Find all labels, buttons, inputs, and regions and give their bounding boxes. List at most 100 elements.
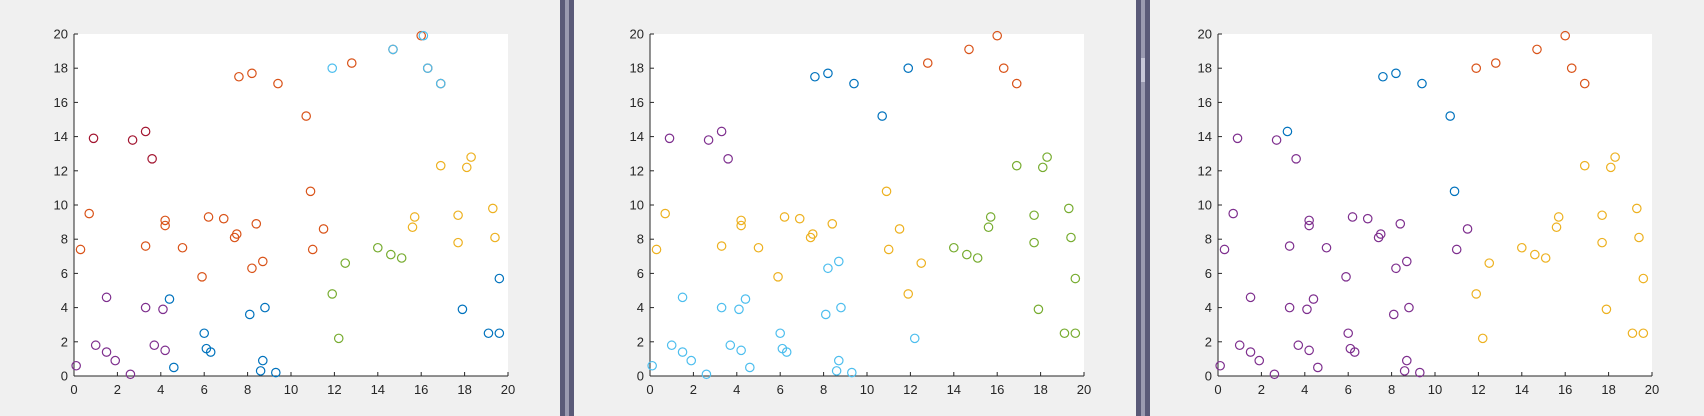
x-tick-label: 8 [1388,382,1395,397]
data-point [948,242,959,253]
data-point [1579,160,1590,171]
x-tick-label: 0 [646,382,653,397]
data-point [247,68,257,79]
series-orange [922,30,1022,89]
data-point [257,355,268,366]
data-point [247,263,257,274]
data-point [909,333,920,344]
data-point [257,256,268,267]
data-point [140,241,151,251]
y-tick-label: 8 [1205,232,1212,247]
data-point [775,328,785,339]
y-tick-label: 8 [637,232,644,247]
scatter-chart-3: 0 2 4 6 8 10 12 14 16 18 20 0 2 4 6 8 10 12 14 16 18 20 [1198,27,1660,398]
y-tick-label: 20 [54,27,68,42]
y-tick-label: 2 [61,334,68,349]
x-tick-label: 10 [860,382,874,397]
x-tick-label: 10 [284,382,298,397]
data-point [388,44,398,55]
data-point [1516,242,1527,253]
data-point [435,160,446,171]
data-point [234,71,244,82]
data-point [779,212,790,222]
figure-panel-2: 0 2 4 6 8 10 12 14 16 18 20 0 2 4 6 8 10 12 14 16 18 20 [574,0,1136,416]
plot-area [74,34,508,376]
data-point [318,224,329,234]
data-point [903,289,914,299]
data-point [435,78,446,89]
series-yellow [651,186,927,299]
x-tick-label: 16 [990,382,1004,397]
data-point [1532,44,1542,55]
y-tick-label: 6 [637,266,644,281]
x-tick-label: 2 [690,382,697,397]
y-tick-label: 16 [630,95,644,110]
data-point [1462,224,1473,234]
data-point [75,244,86,255]
data-point [723,154,733,164]
data-point [1304,215,1314,226]
data-point [1321,242,1332,253]
data-point [810,71,820,82]
data-point [734,304,744,315]
data-point [1484,258,1495,268]
panel-splitter-2[interactable] [1136,0,1150,416]
data-point [1610,152,1620,162]
x-tick-label: 6 [777,382,784,397]
data-point [992,30,1002,41]
data-point [453,210,463,221]
splitter-grip [565,0,569,416]
data-point [716,241,727,251]
data-point [301,111,311,121]
data-point [160,345,170,356]
y-tick-label: 2 [1205,334,1212,349]
data-point [736,345,746,356]
data-point [781,347,792,357]
data-point [1070,273,1081,284]
data-point [1302,304,1312,315]
data-point [101,347,112,357]
x-tick-label: 0 [70,382,77,397]
figure-panel-1: 0 2 4 6 8 10 12 14 16 18 20 0 2 4 6 8 10 12 14 16 18 20 [0,0,560,416]
x-tick-label: 0 [1214,382,1221,397]
data-point [1388,309,1399,320]
data-point [453,237,463,248]
data-point [740,294,751,304]
data-point [199,328,209,339]
data-point [962,249,972,260]
x-tick-label: 6 [201,382,208,397]
series-yellow [1471,152,1649,344]
data-point [985,212,996,222]
data-point [1415,367,1425,378]
data-point [1566,63,1577,73]
data-point [1551,222,1562,233]
data-point [418,30,429,41]
panel-splitter-1[interactable] [560,0,574,416]
data-point [251,219,262,229]
y-tick-label: 4 [1205,300,1212,315]
series-yellow [407,152,500,248]
data-point [677,347,688,357]
data-point [1399,366,1410,376]
series-purple [71,292,170,380]
data-point [1308,294,1319,304]
y-tick-label: 8 [61,232,68,247]
data-point [84,208,94,219]
data-point [922,58,933,68]
data-point [1601,304,1612,315]
data-point [836,302,846,313]
splitter-thumb[interactable] [1141,58,1145,82]
data-point [88,133,99,144]
data-point [244,309,255,320]
data-point [1291,154,1301,164]
data-point [903,63,914,73]
data-point [666,340,677,351]
data-point [664,133,675,144]
plot-area [650,34,1084,376]
series-green [327,242,407,344]
data-point [972,253,983,263]
splitter-grip [1141,0,1145,416]
y-tick-label: 0 [637,369,644,384]
data-point [794,213,805,224]
series-blue [1282,68,1460,197]
